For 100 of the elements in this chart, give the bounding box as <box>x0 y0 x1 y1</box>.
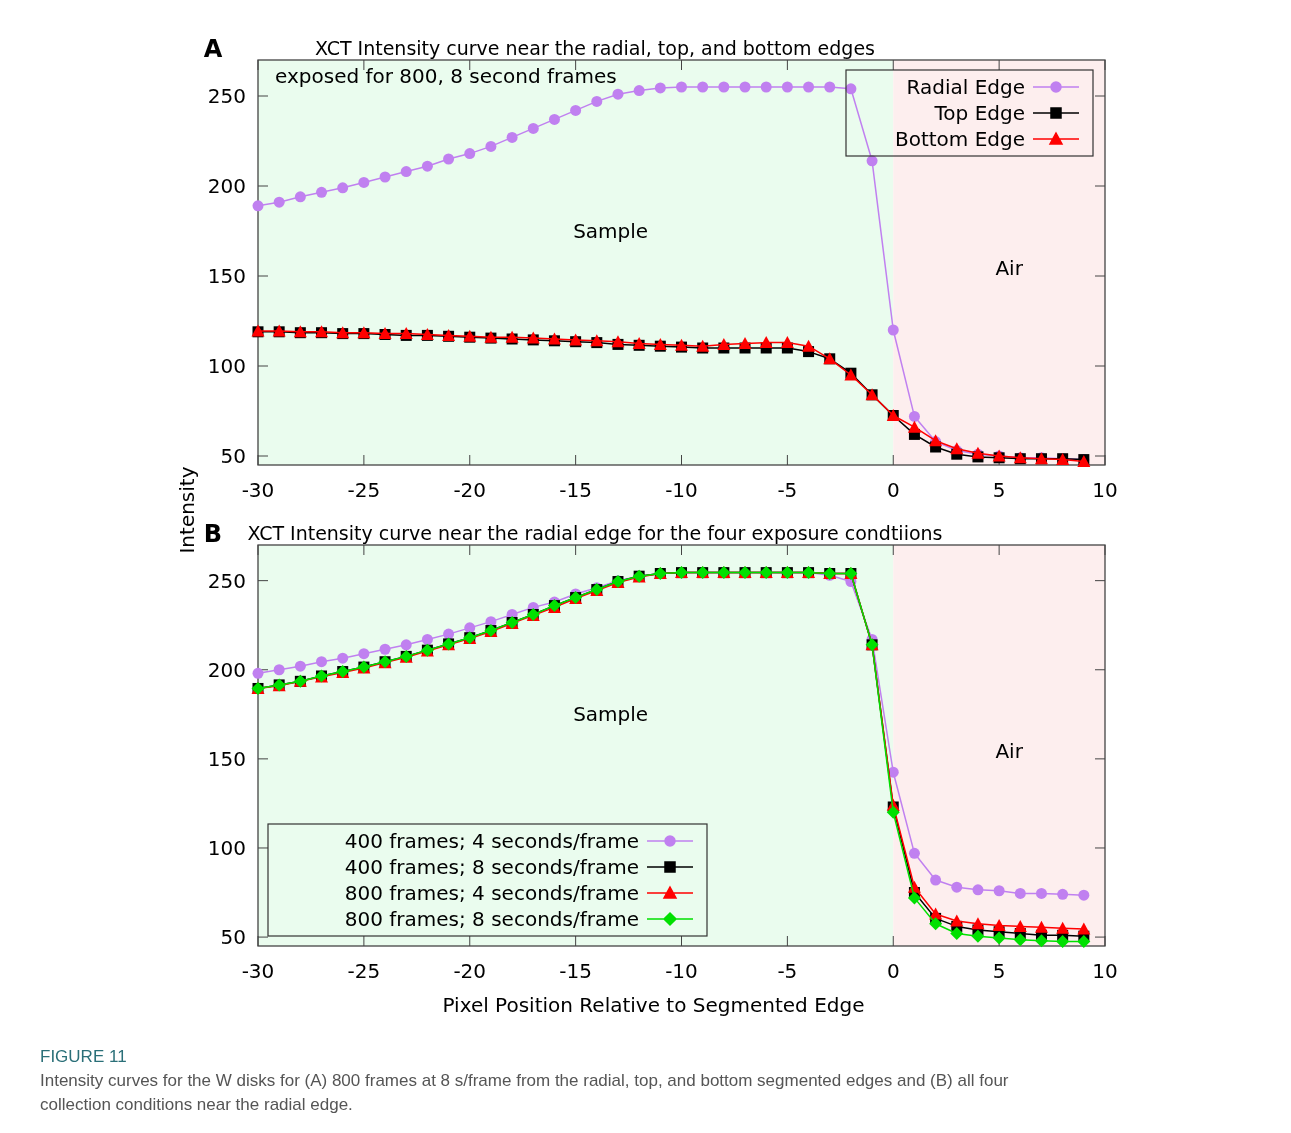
point <box>273 664 285 676</box>
point <box>400 639 412 651</box>
x-tick-label: -25 <box>347 959 381 983</box>
point <box>951 881 963 893</box>
point <box>803 81 815 93</box>
point <box>421 633 433 645</box>
point <box>294 660 306 672</box>
point <box>760 81 772 93</box>
point <box>907 420 921 433</box>
point <box>886 805 900 819</box>
x-tick-label: -5 <box>777 959 798 983</box>
point <box>1077 922 1091 935</box>
y-tick-label: 250 <box>207 568 246 593</box>
legend-label: 400 frames; 8 seconds/frame <box>344 855 639 879</box>
point <box>971 917 985 930</box>
point <box>1013 933 1027 947</box>
legend-label: Radial Edge <box>906 75 1025 99</box>
point <box>506 131 518 143</box>
point <box>717 337 731 350</box>
point <box>971 929 985 943</box>
x-tick-label: -15 <box>559 478 592 502</box>
y-tick-label: 50 <box>220 925 246 950</box>
annotation: exposed for 800, 8 second frames <box>275 64 617 88</box>
point <box>316 186 328 198</box>
point <box>781 81 793 93</box>
y-tick-label: 100 <box>207 354 246 378</box>
x-tick-label: -25 <box>347 478 381 502</box>
y-tick-label: 200 <box>207 657 246 682</box>
y-tick-label: 100 <box>207 835 246 860</box>
point <box>992 919 1006 931</box>
point <box>1014 887 1026 899</box>
point <box>718 81 730 93</box>
y-tick-label: 200 <box>207 174 246 198</box>
point <box>950 914 964 927</box>
x-tick-label: -15 <box>559 959 592 983</box>
band-label: Sample <box>573 702 649 727</box>
point <box>400 166 412 178</box>
point <box>929 917 943 931</box>
point <box>548 113 560 125</box>
legend-label: Bottom Edge <box>894 127 1025 151</box>
point <box>908 410 920 422</box>
point <box>1013 919 1027 932</box>
point <box>1056 935 1070 949</box>
y-axis-title: Intensity <box>175 466 199 554</box>
point <box>358 176 370 188</box>
point <box>780 336 794 349</box>
point <box>887 324 899 336</box>
point <box>337 652 349 664</box>
x-tick-label: 0 <box>886 478 900 502</box>
band-label: Air <box>995 255 1024 280</box>
y-tick-label: 50 <box>220 444 246 468</box>
chart-title: XCT Intensity curve near the radial, top, and bottom edges <box>315 37 875 59</box>
point <box>908 847 920 859</box>
point <box>485 140 497 152</box>
x-tick-label: -20 <box>453 478 487 502</box>
text: B <box>203 520 223 548</box>
x-tick-label: 5 <box>992 959 1006 983</box>
x-axis-title: Pixel Position Relative to Segmented Edge <box>442 993 865 1017</box>
x-tick-label: -30 <box>241 478 275 502</box>
band-label: Air <box>995 738 1024 763</box>
point <box>633 85 645 97</box>
legend-label: 800 frames; 4 seconds/frame <box>344 881 639 905</box>
x-tick-label: 10 <box>1092 959 1118 983</box>
x-tick-label: -20 <box>453 959 487 983</box>
point <box>1078 889 1090 901</box>
point <box>591 95 603 107</box>
point <box>802 339 816 352</box>
y-tick-label: 250 <box>207 84 246 108</box>
point <box>1056 921 1070 934</box>
point <box>443 153 455 165</box>
point <box>950 927 964 941</box>
point <box>1034 934 1048 948</box>
point <box>527 122 539 134</box>
point <box>930 874 942 886</box>
point <box>421 160 433 172</box>
point <box>739 81 751 93</box>
y-tick-label: 150 <box>207 746 246 771</box>
point <box>1035 887 1047 899</box>
point <box>337 182 349 194</box>
point <box>570 104 582 116</box>
x-tick-label: -5 <box>777 478 798 502</box>
legend-label: 800 frames; 8 seconds/frame <box>344 907 639 931</box>
x-tick-label: -10 <box>665 959 698 983</box>
point <box>738 337 752 349</box>
point <box>993 885 1005 897</box>
chart-title: XCT Intensity curve near the radial edge for the four exposure condtiions <box>247 522 943 544</box>
point <box>1034 920 1048 933</box>
y-tick-label: 150 <box>207 264 246 288</box>
point <box>358 648 370 660</box>
point <box>1077 935 1091 949</box>
x-tick-label: 5 <box>992 478 1006 502</box>
band-label: Sample <box>573 219 649 244</box>
point <box>654 82 666 94</box>
point <box>252 200 264 212</box>
point <box>759 336 773 349</box>
point <box>294 191 306 203</box>
point <box>273 196 285 208</box>
point <box>379 643 391 655</box>
x-tick-label: -10 <box>665 478 698 502</box>
point <box>464 148 476 160</box>
